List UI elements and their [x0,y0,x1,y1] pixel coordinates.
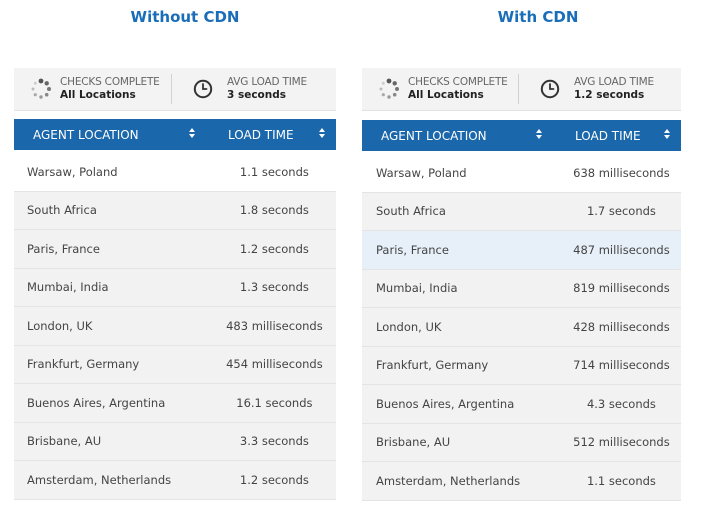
checks-complete-value: All Locations [60,89,136,101]
sort-icon[interactable] [536,129,543,141]
table-row[interactable]: London, UK 428 milliseconds [362,308,681,347]
agent-location-cell: Amsterdam, Netherlands [376,473,521,488]
table-row[interactable]: South Africa 1.7 seconds [362,192,681,231]
agent-location-cell: Frankfurt, Germany [376,358,489,373]
agent-location-cell: Mumbai, India [27,280,109,295]
load-time-cell: 454 milliseconds [226,357,323,372]
avg-load-time-stat: AVG LOAD TIME 3 seconds [172,68,332,110]
column-header-agent-location[interactable]: AGENT LOCATION [14,119,210,150]
load-time-cell: 1.2 seconds [239,241,309,256]
load-time-cell: 714 milliseconds [573,358,670,373]
avg-load-time-value: 1.2 seconds [574,89,645,101]
avg-load-time-label: AVG LOAD TIME [227,76,307,88]
column-header-label: LOAD TIME [228,127,294,142]
agent-location-cell: Paris, France [27,241,100,256]
avg-load-time-label: AVG LOAD TIME [574,76,654,88]
loading-spinner-icon [379,78,399,99]
summary-bar: CHECKS COMPLETE All Locations AVG LOAD T… [362,68,681,111]
table-row[interactable]: London, UK 483 milliseconds [14,307,336,346]
summary-divider [171,74,172,104]
agent-location-cell: Buenos Aires, Argentina [376,396,515,411]
panel-title: With CDN [497,8,579,26]
column-header-label: LOAD TIME [575,128,641,143]
table-header: AGENT LOCATION LOAD TIME [362,120,681,151]
table-row[interactable]: South Africa 1.8 seconds [14,191,336,230]
agent-location-cell: Mumbai, India [376,281,458,296]
panel-title: Without CDN [130,8,240,26]
table-row[interactable]: Buenos Aires, Argentina 4.3 seconds [362,385,681,424]
load-time-cell: 638 milliseconds [573,165,670,180]
clock-icon [193,79,213,99]
agent-location-cell: Frankfurt, Germany [27,357,140,372]
load-time-cell: 487 milliseconds [573,242,670,257]
agent-location-cell: Paris, France [376,242,449,257]
table-row[interactable]: Paris, France 1.2 seconds [14,230,336,269]
column-header-load-time[interactable]: LOAD TIME [210,119,336,150]
load-time-cell: 1.8 seconds [239,203,309,218]
table-row[interactable]: Warsaw, Poland 1.1 seconds [14,153,336,192]
checks-complete-stat: CHECKS COMPLETE All Locations [362,68,518,110]
agent-location-cell: South Africa [27,203,97,218]
table-row[interactable]: Brisbane, AU 512 milliseconds [362,423,681,462]
load-time-cell: 819 milliseconds [573,281,670,296]
sort-icon[interactable] [319,128,326,140]
table-row[interactable]: Mumbai, India 1.3 seconds [14,268,336,307]
avg-load-time-stat: AVG LOAD TIME 1.2 seconds [519,68,677,110]
table-row[interactable]: Frankfurt, Germany 454 milliseconds [14,345,336,384]
load-time-cell: 1.3 seconds [239,280,309,295]
avg-load-time-value: 3 seconds [227,89,287,101]
summary-divider [518,74,519,104]
load-time-cell: 1.7 seconds [586,204,656,219]
column-header-label: AGENT LOCATION [33,127,139,142]
results-table: Warsaw, Poland 638 milliseconds South Afr… [362,154,681,501]
load-time-cell: 512 milliseconds [573,435,670,450]
checks-complete-stat: CHECKS COMPLETE All Locations [14,68,171,110]
load-time-cell: 483 milliseconds [226,318,323,333]
load-time-cell: 1.1 seconds [239,164,309,179]
checks-complete-label: CHECKS COMPLETE [408,76,508,88]
load-time-cell: 1.2 seconds [239,472,309,487]
agent-location-cell: London, UK [27,318,93,333]
loading-spinner-icon [31,78,51,99]
agent-location-cell: Buenos Aires, Argentina [27,395,166,410]
column-header-load-time[interactable]: LOAD TIME [557,120,681,151]
checks-complete-label: CHECKS COMPLETE [60,76,160,88]
table-row[interactable]: Amsterdam, Netherlands 1.1 seconds [362,462,681,501]
agent-location-cell: Brisbane, AU [376,435,451,450]
agent-location-cell: Amsterdam, Netherlands [27,472,172,487]
summary-bar: CHECKS COMPLETE All Locations AVG LOAD T… [14,68,336,111]
column-header-label: AGENT LOCATION [381,128,487,143]
sort-icon[interactable] [189,128,196,140]
table-row[interactable]: Buenos Aires, Argentina 16.1 seconds [14,384,336,423]
table-row[interactable]: Warsaw, Poland 638 milliseconds [362,154,681,193]
clock-icon [540,79,560,99]
table-header: AGENT LOCATION LOAD TIME [14,119,336,150]
results-table: Warsaw, Poland 1.1 seconds South Africa 1.… [14,153,336,500]
table-row[interactable]: Paris, France 487 milliseconds [362,231,681,270]
load-time-cell: 3.3 seconds [239,434,309,449]
agent-location-cell: Brisbane, AU [27,434,102,449]
sort-icon[interactable] [664,129,671,141]
column-header-agent-location[interactable]: AGENT LOCATION [362,120,557,151]
agent-location-cell: Warsaw, Poland [376,165,467,180]
load-time-cell: 16.1 seconds [236,395,313,410]
table-row[interactable]: Amsterdam, Netherlands 1.2 seconds [14,461,336,500]
table-row[interactable]: Frankfurt, Germany 714 milliseconds [362,346,681,385]
table-row[interactable]: Mumbai, India 819 milliseconds [362,269,681,308]
agent-location-cell: Warsaw, Poland [27,164,118,179]
load-time-cell: 4.3 seconds [586,396,656,411]
table-row[interactable]: Brisbane, AU 3.3 seconds [14,422,336,461]
agent-location-cell: London, UK [376,319,442,334]
agent-location-cell: South Africa [376,204,446,219]
checks-complete-value: All Locations [408,89,484,101]
load-time-cell: 428 milliseconds [573,319,670,334]
load-time-cell: 1.1 seconds [586,473,656,488]
